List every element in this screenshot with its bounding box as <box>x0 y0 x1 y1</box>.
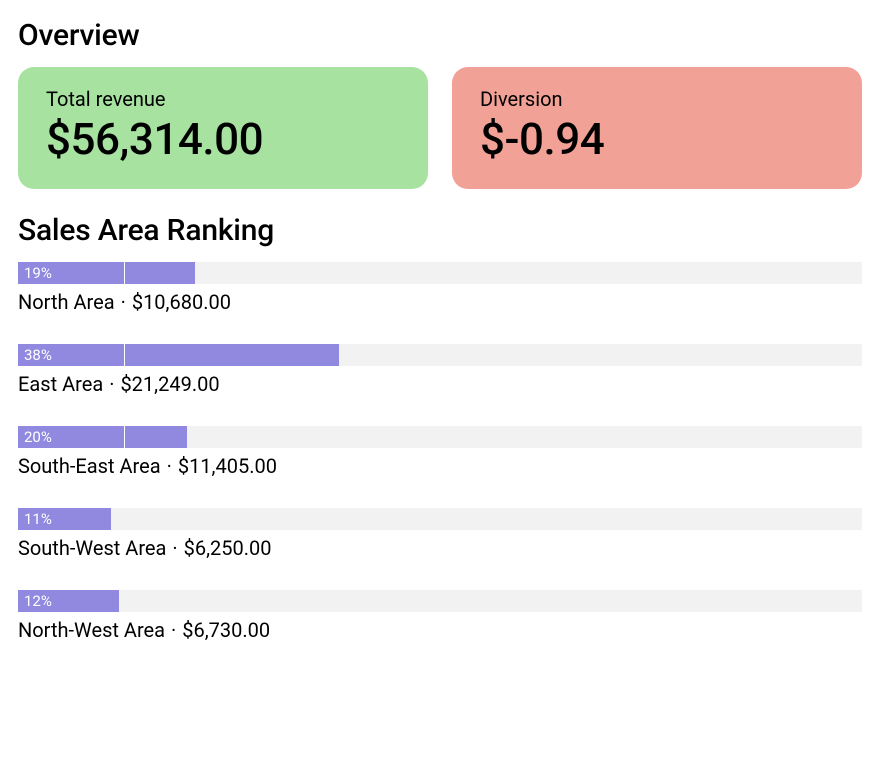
total-revenue-value: $56,314.00 <box>46 113 400 165</box>
progress-bar-divider <box>124 262 125 284</box>
separator-dot: · <box>167 454 172 478</box>
ranking-area-name: South-East Area <box>18 454 161 478</box>
sales-area-ranking-title: Sales Area Ranking <box>18 213 862 248</box>
progress-pct-label: 12% <box>24 590 52 612</box>
ranking-caption: East Area · $21,249.00 <box>18 372 862 396</box>
ranking-list: 19% North Area · $10,680.00 38% East Are… <box>18 262 862 642</box>
progress-pct-label: 38% <box>24 344 52 366</box>
total-revenue-label: Total revenue <box>46 87 400 111</box>
ranking-item: 12% North-West Area · $6,730.00 <box>18 590 862 642</box>
progress-pct-label: 20% <box>24 426 52 448</box>
diversion-value: $-0.94 <box>480 113 834 165</box>
progress-bar: 20% <box>18 426 862 448</box>
progress-bar-divider <box>124 344 125 366</box>
progress-bar: 38% <box>18 344 862 366</box>
separator-dot: · <box>121 290 126 314</box>
progress-pct-label: 11% <box>24 508 52 530</box>
progress-bar: 12% <box>18 590 862 612</box>
progress-bar: 11% <box>18 508 862 530</box>
separator-dot: · <box>171 618 176 642</box>
ranking-item: 11% South-West Area · $6,250.00 <box>18 508 862 560</box>
diversion-card: Diversion $-0.94 <box>452 67 862 189</box>
ranking-area-amount: $11,405.00 <box>178 454 277 478</box>
ranking-area-amount: $6,250.00 <box>184 536 272 560</box>
ranking-item: 19% North Area · $10,680.00 <box>18 262 862 314</box>
overview-title: Overview <box>18 18 862 53</box>
progress-pct-label: 19% <box>24 262 52 284</box>
ranking-area-name: North Area <box>18 290 115 314</box>
ranking-caption: North-West Area · $6,730.00 <box>18 618 862 642</box>
ranking-item: 38% East Area · $21,249.00 <box>18 344 862 396</box>
separator-dot: · <box>172 536 177 560</box>
separator-dot: · <box>109 372 114 396</box>
total-revenue-card: Total revenue $56,314.00 <box>18 67 428 189</box>
progress-bar-divider <box>124 426 125 448</box>
progress-bar: 19% <box>18 262 862 284</box>
ranking-item: 20% South-East Area · $11,405.00 <box>18 426 862 478</box>
ranking-area-amount: $10,680.00 <box>132 290 231 314</box>
ranking-area-amount: $21,249.00 <box>120 372 219 396</box>
ranking-caption: South-East Area · $11,405.00 <box>18 454 862 478</box>
ranking-area-name: South-West Area <box>18 536 166 560</box>
progress-bar-fill <box>18 344 339 366</box>
overview-cards-row: Total revenue $56,314.00 Diversion $-0.9… <box>18 67 862 189</box>
ranking-caption: South-West Area · $6,250.00 <box>18 536 862 560</box>
ranking-area-amount: $6,730.00 <box>182 618 270 642</box>
ranking-area-name: North-West Area <box>18 618 165 642</box>
diversion-label: Diversion <box>480 87 834 111</box>
ranking-area-name: East Area <box>18 372 103 396</box>
ranking-caption: North Area · $10,680.00 <box>18 290 862 314</box>
